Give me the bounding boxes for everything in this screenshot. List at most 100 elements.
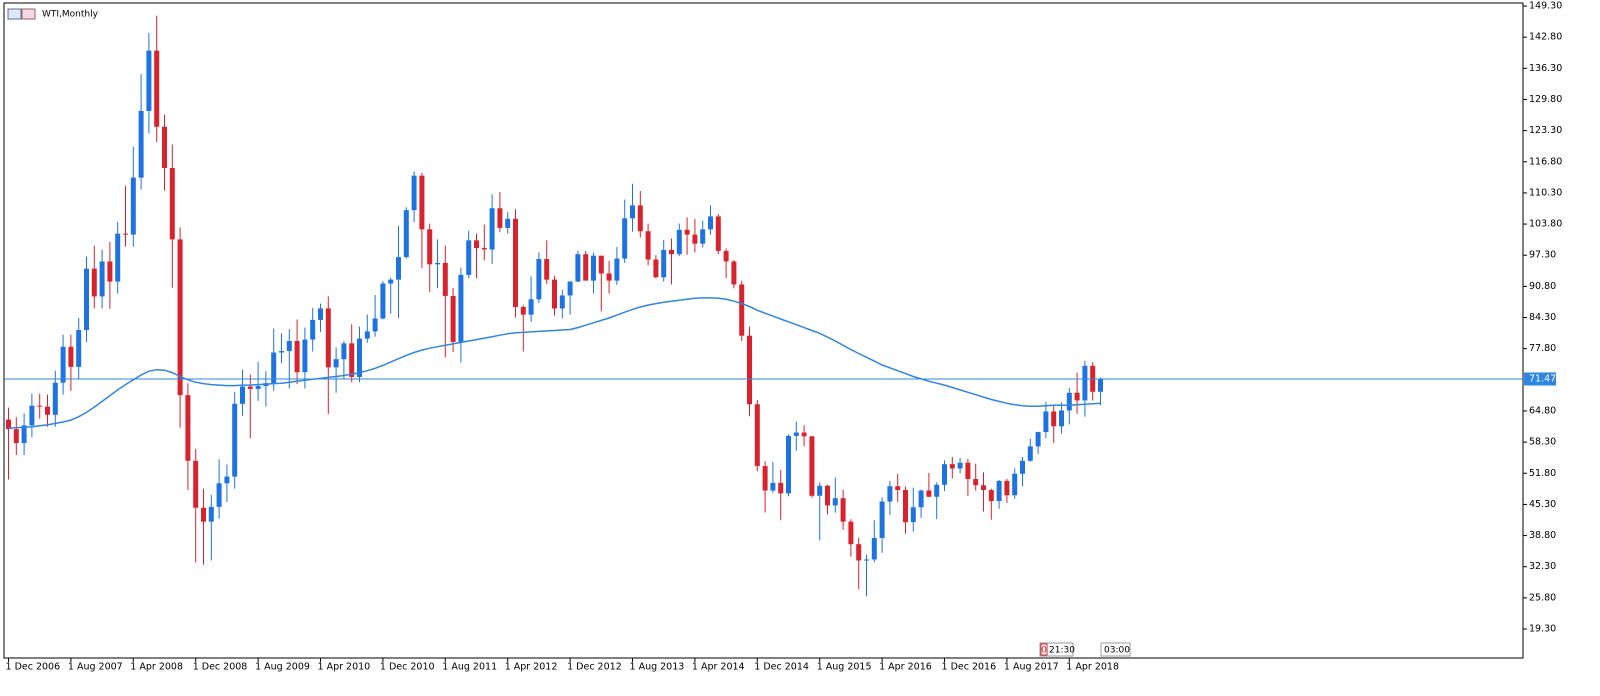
candle-body: [669, 249, 674, 255]
timer: 21:30: [1049, 646, 1075, 656]
candle-body: [770, 482, 776, 491]
candle-body: [372, 318, 378, 332]
candle-body: [1020, 460, 1025, 474]
candle-body: [520, 306, 526, 315]
candle-body: [169, 167, 175, 240]
candle-body: [255, 386, 261, 389]
candle-body: [552, 279, 557, 309]
x-tick-label: 1 Dec 2012: [567, 662, 622, 673]
candle-body: [76, 329, 82, 367]
candle-body: [91, 268, 97, 297]
candle-body: [208, 506, 214, 522]
candle-body: [848, 521, 854, 545]
candle-body: [388, 279, 394, 284]
candle-body: [325, 308, 331, 368]
candle-body: [185, 395, 191, 461]
candle-body: [762, 466, 768, 491]
candle-body: [513, 218, 518, 307]
candle-body: [403, 210, 409, 258]
candle-body: [903, 490, 908, 523]
candle-body: [715, 216, 721, 251]
server-time-box: 03:00: [1100, 642, 1131, 657]
server-time: 03:00: [1104, 646, 1130, 656]
candle-body: [825, 485, 830, 506]
x-tick-label: 1 Aug 2017: [1004, 662, 1059, 673]
candle-body: [442, 262, 448, 296]
candle-body: [583, 254, 589, 281]
y-tick-label: 97.30: [1529, 250, 1556, 261]
candle-body: [193, 460, 199, 508]
candle-body: [637, 205, 643, 232]
candle-body: [45, 406, 50, 415]
candle-body: [450, 295, 456, 342]
candle-body: [965, 462, 971, 480]
y-tick-label: 136.30: [1529, 63, 1562, 74]
y-tick-label: 58.30: [1529, 437, 1556, 448]
candle-body: [232, 403, 238, 477]
candle-body: [68, 346, 74, 367]
candle-body: [645, 231, 651, 260]
x-tick-label: 1 Apr 2014: [692, 662, 745, 673]
candle-body: [29, 405, 35, 426]
candle-body: [910, 507, 916, 523]
candle-body: [349, 343, 355, 377]
y-tick-label: 84.30: [1529, 312, 1556, 323]
candle-body: [1012, 473, 1018, 496]
candle-body: [162, 126, 167, 168]
candle-body: [981, 485, 986, 491]
candle-body: [107, 261, 113, 282]
candle-body: [996, 480, 1002, 502]
candle-body: [653, 259, 659, 278]
candle-body: [466, 240, 472, 275]
chart-title: WTI,Monthly: [42, 10, 99, 20]
candle-body: [247, 386, 253, 389]
x-tick-label: 1 Apr 2008: [130, 662, 183, 673]
y-tick-label: 110.30: [1529, 187, 1562, 198]
y-tick-label: 45.30: [1529, 499, 1556, 510]
candle-body: [380, 283, 386, 319]
x-tick-label: 1 Dec 2006: [6, 662, 61, 673]
candle-body: [123, 233, 128, 235]
candle-body: [778, 482, 784, 494]
x-tick-label: 1 Aug 2013: [630, 662, 685, 673]
candle-body: [661, 249, 667, 278]
y-tick-label: 129.80: [1529, 94, 1562, 105]
y-tick-label: 32.30: [1529, 561, 1556, 572]
y-tick-label: 51.80: [1529, 468, 1556, 479]
candle-body: [411, 175, 417, 211]
candle-body: [1043, 411, 1049, 433]
candle-body: [1004, 480, 1010, 496]
x-tick-label: 1 Dec 2008: [193, 662, 248, 673]
candle-body: [567, 281, 573, 296]
x-tick-label: 1 Dec 2016: [942, 662, 997, 673]
candle-body: [115, 233, 121, 282]
candle-body: [1027, 446, 1033, 461]
candle-body: [793, 432, 799, 436]
candle-body: [684, 229, 690, 235]
candle-body: [856, 544, 862, 561]
candle-body: [1035, 432, 1041, 447]
candle-body: [177, 239, 183, 396]
candle-body: [692, 234, 698, 244]
last-price-box: [1524, 372, 1556, 386]
candle-body: [879, 501, 885, 538]
candle-body: [286, 340, 292, 352]
candle-body: [1074, 392, 1080, 401]
candle-body: [1098, 378, 1103, 392]
candle-body: [536, 259, 542, 300]
candle-body: [216, 483, 222, 507]
x-tick-label: 1 Apr 2018: [1066, 662, 1119, 673]
candle-body: [130, 177, 136, 235]
candle-body: [786, 435, 791, 494]
candle-body: [396, 257, 401, 280]
plot-frame: [3, 2, 1524, 659]
candle-body: [99, 261, 105, 297]
x-tick-label: 1 Apr 2010: [318, 662, 371, 673]
moving-average-line: [8, 297, 1101, 429]
x-tick-label: 1 Dec 2010: [380, 662, 435, 673]
x-tick-label: 1 Aug 2011: [442, 662, 497, 673]
candle-body: [294, 340, 300, 373]
y-tick-label: 123.30: [1529, 125, 1562, 136]
last-price-label: 71.47: [1529, 373, 1556, 384]
y-tick-label: 149.30: [1529, 1, 1562, 12]
